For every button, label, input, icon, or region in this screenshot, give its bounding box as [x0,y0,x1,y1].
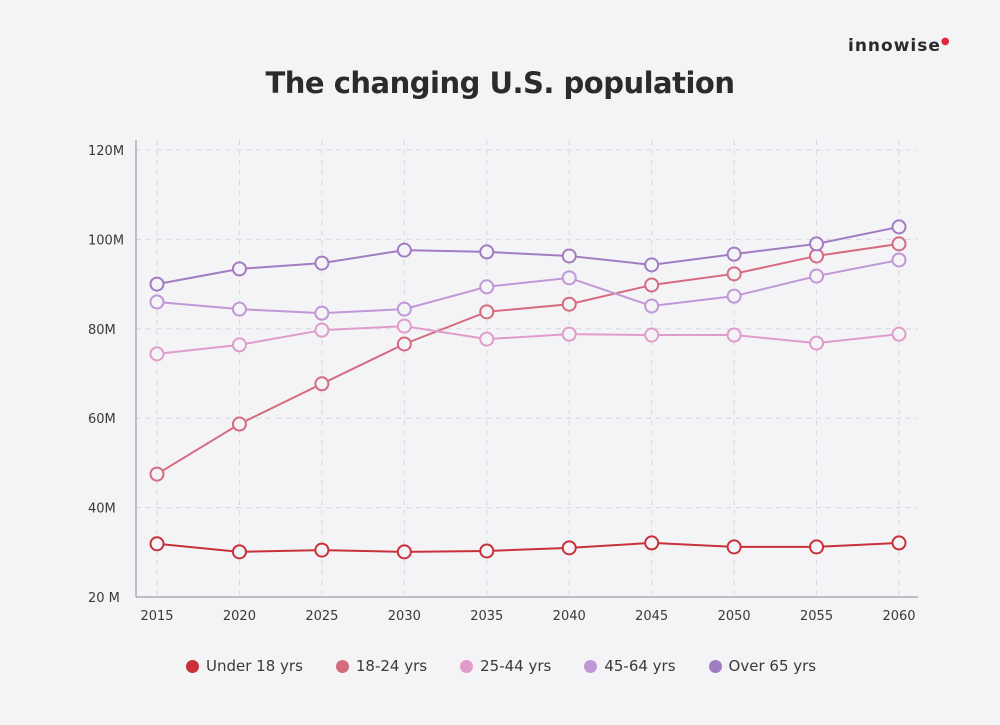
data-point-25-44-yrs [396,318,412,334]
data-point-over-65-yrs [149,276,165,292]
y-tick-label: 40M [88,502,116,517]
data-point-45-64-yrs [231,301,247,317]
x-tick-label: 2050 [718,609,751,624]
innowise-logo: innowise● [848,36,951,56]
legend-dot-icon [708,659,722,673]
data-point-18-24-yrs [149,466,165,482]
data-point-under-18-yrs [809,539,825,555]
data-point-18-24-yrs [644,277,660,293]
y-tick-label: 60M [88,412,116,427]
legend-item: Over 65 yrs [708,657,817,675]
legend-dot-icon [584,659,598,673]
x-tick-label: 2035 [470,609,503,624]
series-line-25-44-yrs [156,325,900,355]
data-point-25-44-yrs [891,326,907,342]
data-point-25-44-yrs [809,335,825,351]
data-point-45-64-yrs [891,252,907,268]
data-point-over-65-yrs [231,261,247,277]
data-point-25-44-yrs [479,331,495,347]
legend-item: Under 18 yrs [186,657,303,675]
data-point-over-65-yrs [561,248,577,264]
x-tick-label: 2030 [388,609,421,624]
data-point-under-18-yrs [149,536,165,552]
data-point-25-44-yrs [231,337,247,353]
data-point-25-44-yrs [644,327,660,343]
data-point-under-18-yrs [231,544,247,560]
data-point-45-64-yrs [149,294,165,310]
data-point-under-18-yrs [726,539,742,555]
legend-dot-icon [335,659,349,673]
x-tick-label: 2025 [305,609,338,624]
data-point-25-44-yrs [726,327,742,343]
legend-label: 18-24 yrs [355,657,428,675]
data-point-18-24-yrs [314,376,330,392]
data-point-18-24-yrs [231,416,247,432]
legend-item: 18-24 yrs [335,657,428,675]
x-tick-label: 2045 [635,609,668,624]
data-point-18-24-yrs [561,296,577,312]
data-point-25-44-yrs [314,322,330,338]
data-point-45-64-yrs [809,268,825,284]
logo-dot-icon: ● [940,36,951,47]
data-point-over-65-yrs [314,255,330,271]
x-tick-label: 2015 [140,609,173,624]
y-tick-label: 20 M [88,591,120,606]
data-point-45-64-yrs [314,305,330,321]
data-point-45-64-yrs [726,288,742,304]
data-point-under-18-yrs [314,542,330,558]
legend-item: 25-44 yrs [460,657,551,675]
data-point-45-64-yrs [644,298,660,314]
data-point-25-44-yrs [561,326,577,342]
legend-label: 45-64 yrs [604,657,676,675]
data-point-25-44-yrs [149,346,165,362]
data-point-over-65-yrs [809,236,825,252]
series-line-45-64-yrs [156,258,900,315]
logo-text: innowise [848,36,941,56]
data-point-over-65-yrs [644,257,660,273]
data-point-under-18-yrs [891,535,907,551]
chart-title: The changing U.S. population [265,66,735,100]
data-point-under-18-yrs [561,540,577,556]
y-tick-label: 120M [88,144,124,159]
series-line-under-18-yrs [156,541,900,553]
data-point-over-65-yrs [891,219,907,235]
series-line-18-24-yrs [156,242,900,475]
data-point-over-65-yrs [396,242,412,258]
legend-dot-icon [460,659,474,673]
legend-dot-icon [186,659,199,673]
y-tick-label: 80M [88,323,116,338]
x-tick-label: 2055 [800,609,833,624]
series-line-over-65-yrs [156,225,900,286]
legend-label: Under 18 yrs [206,657,303,675]
x-tick-label: 2040 [553,609,586,624]
y-tick-label: 100M [88,233,124,248]
data-point-under-18-yrs [396,544,412,560]
x-tick-label: 2020 [223,609,256,624]
data-point-under-18-yrs [644,535,660,551]
legend-label: Over 65 yrs [728,657,817,675]
legend-item: 45-64 yrs [584,657,676,675]
data-point-18-24-yrs [891,236,907,252]
data-point-45-64-yrs [561,270,577,286]
data-point-45-64-yrs [396,301,412,317]
legend-label: 25-44 yrs [480,657,552,675]
data-point-45-64-yrs [479,279,495,295]
data-point-18-24-yrs [396,336,412,352]
data-point-18-24-yrs [726,266,742,282]
x-tick-label: 2060 [882,609,915,624]
data-point-over-65-yrs [479,244,495,260]
data-point-under-18-yrs [479,543,495,559]
data-point-over-65-yrs [726,246,742,262]
data-point-18-24-yrs [479,304,495,320]
data-point-18-24-yrs [809,248,825,264]
chart-legend: Under 18 yrs 18-24 yrs 25-44 yrs 45-64 yrs O… [186,657,849,675]
